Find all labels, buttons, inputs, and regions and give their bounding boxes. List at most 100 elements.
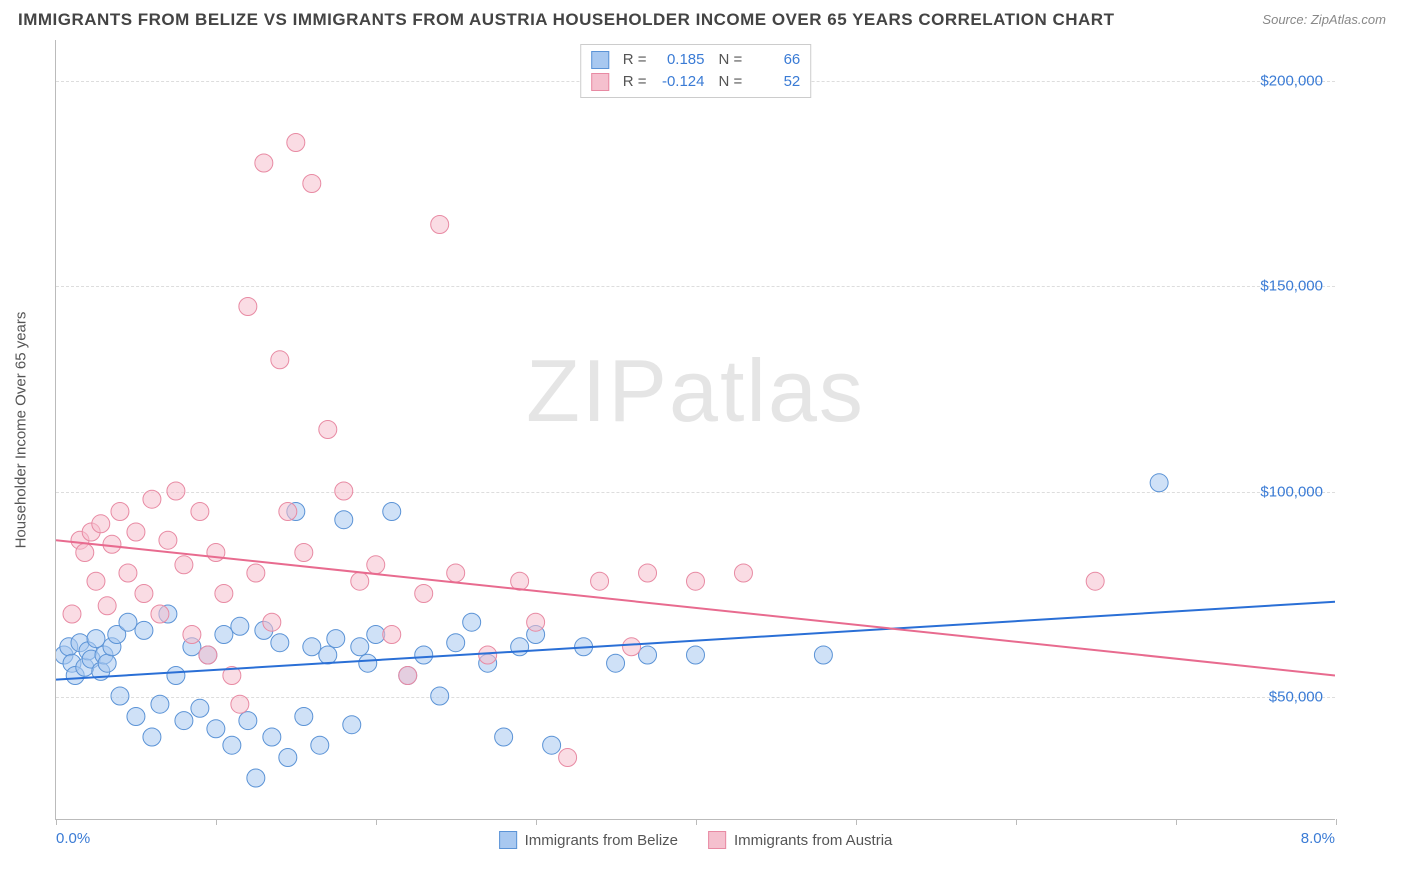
data-point — [271, 351, 289, 369]
x-tick — [1336, 819, 1337, 825]
data-point — [687, 572, 705, 590]
swatch-series-0-bottom — [499, 831, 517, 849]
data-point — [1086, 572, 1104, 590]
series-name-1: Immigrants from Austria — [734, 832, 892, 849]
legend-item-1: Immigrants from Austria — [708, 831, 892, 849]
data-point — [223, 736, 241, 754]
data-point — [239, 298, 257, 316]
data-point — [399, 667, 417, 685]
data-point — [687, 646, 705, 664]
data-point — [415, 585, 433, 603]
data-point — [431, 687, 449, 705]
series-legend: Immigrants from Belize Immigrants from A… — [499, 831, 893, 849]
data-point — [559, 749, 577, 767]
data-point — [303, 175, 321, 193]
data-point — [383, 503, 401, 521]
data-point — [319, 646, 337, 664]
data-point — [343, 716, 361, 734]
x-axis-min-label: 0.0% — [56, 830, 90, 847]
data-point — [63, 605, 81, 623]
source-attribution: Source: ZipAtlas.com — [1262, 12, 1386, 27]
n-value-1: 52 — [750, 71, 800, 93]
data-point — [231, 695, 249, 713]
x-tick — [856, 819, 857, 825]
r-value-0: 0.185 — [655, 49, 705, 71]
data-point — [463, 613, 481, 631]
correlation-legend: R = 0.185 N = 66 R = -0.124 N = 52 — [580, 44, 812, 98]
data-point — [215, 626, 233, 644]
data-point — [111, 687, 129, 705]
data-point — [295, 708, 313, 726]
y-axis-title: Householder Income Over 65 years — [13, 311, 30, 548]
data-point — [103, 535, 121, 553]
data-point — [175, 556, 193, 574]
chart-title: IMMIGRANTS FROM BELIZE VS IMMIGRANTS FRO… — [18, 10, 1114, 30]
data-point — [367, 626, 385, 644]
plot-area: Householder Income Over 65 years ZIPatla… — [55, 40, 1335, 820]
data-point — [151, 605, 169, 623]
data-point — [431, 216, 449, 234]
data-point — [607, 654, 625, 672]
data-point — [511, 572, 529, 590]
swatch-series-1 — [591, 73, 609, 91]
scatter-svg — [56, 40, 1335, 819]
data-point — [263, 613, 281, 631]
data-point — [239, 712, 257, 730]
data-point — [167, 667, 185, 685]
data-point — [303, 638, 321, 656]
data-point — [207, 544, 225, 562]
data-point — [119, 564, 137, 582]
data-point — [287, 134, 305, 152]
data-point — [191, 699, 209, 717]
data-point — [814, 646, 832, 664]
n-label: N = — [719, 49, 743, 71]
source-value: ZipAtlas.com — [1311, 12, 1386, 27]
data-point — [351, 638, 369, 656]
data-point — [151, 695, 169, 713]
data-point — [359, 654, 377, 672]
data-point — [87, 572, 105, 590]
source-label: Source: — [1262, 12, 1307, 27]
data-point — [311, 736, 329, 754]
data-point — [591, 572, 609, 590]
legend-row-series-1: R = -0.124 N = 52 — [591, 71, 801, 93]
data-point — [279, 503, 297, 521]
data-point — [135, 621, 153, 639]
data-point — [351, 572, 369, 590]
data-point — [327, 630, 345, 648]
data-point — [271, 634, 289, 652]
data-point — [415, 646, 433, 664]
data-point — [143, 490, 161, 508]
data-point — [447, 634, 465, 652]
x-tick — [56, 819, 57, 825]
data-point — [639, 564, 657, 582]
x-tick — [376, 819, 377, 825]
data-point — [479, 646, 497, 664]
data-point — [263, 728, 281, 746]
r-label: R = — [623, 49, 647, 71]
trend-line — [56, 602, 1335, 680]
chart-container: IMMIGRANTS FROM BELIZE VS IMMIGRANTS FRO… — [0, 0, 1406, 892]
data-point — [335, 511, 353, 529]
data-point — [279, 749, 297, 767]
x-tick — [216, 819, 217, 825]
r-value-1: -0.124 — [655, 71, 705, 93]
data-point — [623, 638, 641, 656]
data-point — [98, 654, 116, 672]
x-tick — [536, 819, 537, 825]
series-name-0: Immigrants from Belize — [525, 832, 678, 849]
data-point — [175, 712, 193, 730]
data-point — [383, 626, 401, 644]
r-label: R = — [623, 71, 647, 93]
x-tick — [1176, 819, 1177, 825]
data-point — [527, 613, 545, 631]
data-point — [255, 154, 273, 172]
data-point — [247, 769, 265, 787]
legend-row-series-0: R = 0.185 N = 66 — [591, 49, 801, 71]
data-point — [495, 728, 513, 746]
x-axis-max-label: 8.0% — [1301, 830, 1335, 847]
x-tick — [696, 819, 697, 825]
data-point — [247, 564, 265, 582]
n-label: N = — [719, 71, 743, 93]
data-point — [98, 597, 116, 615]
